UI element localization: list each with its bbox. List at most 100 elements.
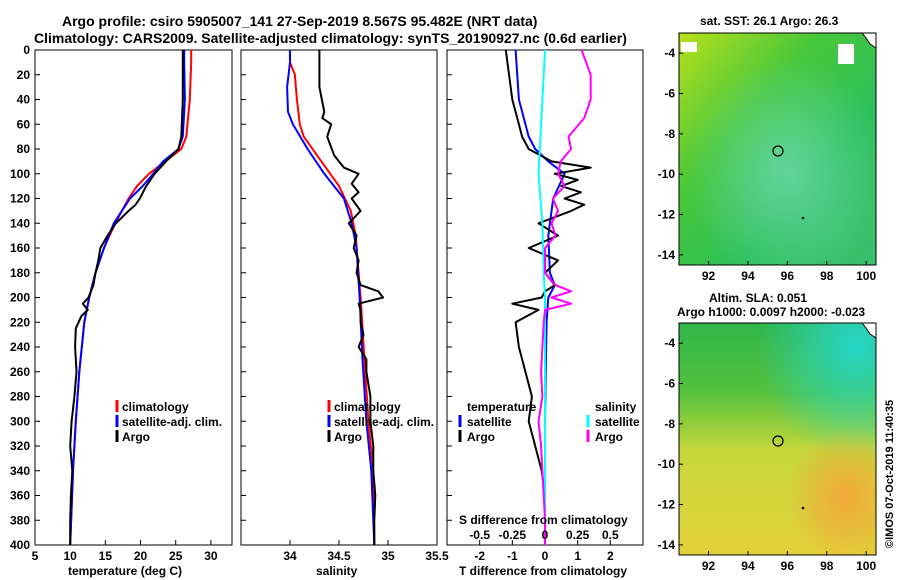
sla-map-frame	[678, 322, 877, 556]
map-x-tick-label: 100	[856, 269, 876, 283]
x-tick-label: 2	[607, 549, 614, 563]
map-x-tick-label: 92	[702, 269, 716, 283]
map-x-tick-label: 94	[741, 269, 755, 283]
map-x-tick-label: 92	[702, 559, 716, 573]
map-y-tick-label: -10	[658, 457, 676, 471]
title-line-2: Climatology: CARS2009. Satellite-adjuste…	[34, 30, 627, 46]
argo-position-marker	[772, 145, 784, 157]
depth-tick-label: 0	[23, 43, 30, 57]
legend-label-climatology: climatology	[334, 400, 401, 414]
depth-tick-label: 200	[10, 291, 30, 305]
x-tick-label: 34.5	[327, 549, 351, 563]
map-y-tick-label: -6	[664, 87, 675, 101]
x-tick-label: 25	[169, 549, 183, 563]
sla-map-title-2: Argo h1000: 0.0097 h2000: -0.023	[677, 305, 865, 319]
depth-tick-label: 160	[10, 241, 30, 255]
x-tick-label: 5	[32, 549, 39, 563]
depth-tick-label: 380	[10, 513, 30, 527]
depth-tick-label: 400	[10, 538, 30, 552]
depth-tick-label: 180	[10, 266, 30, 280]
x-tick-label: 20	[134, 549, 148, 563]
s-diff-tick-label: -0.25	[499, 528, 527, 542]
depth-tick-label: 140	[10, 216, 30, 230]
depth-tick-label: 320	[10, 439, 30, 453]
legend-label-sal-satellite: satellite	[595, 415, 640, 429]
temperature-series	[69, 50, 193, 545]
depth-tick-label: 360	[10, 489, 30, 503]
depth-tick-label: 260	[10, 365, 30, 379]
map-x-tick-label: 98	[820, 269, 834, 283]
map-x-tick-label: 94	[741, 559, 755, 573]
depth-axis-ticks	[35, 49, 452, 546]
x-tick-label: 35	[381, 549, 395, 563]
legend-label-sal-argo: Argo	[595, 430, 623, 444]
difference-legend: temperature satellite Argo salinity sate…	[458, 400, 640, 444]
sla-map-warm-anomaly	[679, 323, 876, 555]
series-line-salinity-satellite	[537, 50, 546, 545]
legend-label-temp-satellite: satellite	[467, 415, 512, 429]
legend-label-temp-argo: Argo	[467, 430, 495, 444]
map-y-tick-label: -6	[664, 377, 675, 391]
title-line-1: Argo profile: csiro 5905007_141 27-Sep-2…	[62, 13, 537, 29]
depth-tick-label: 100	[10, 167, 30, 181]
s-diff-tick-label: 0	[542, 528, 549, 542]
sst-map-ticks: 92 94 96 98 100 -4 -6 -8 -10 -12 -14	[658, 46, 877, 283]
sst-missing-patch	[681, 42, 697, 52]
difference-x-label: T difference from climatology	[459, 564, 627, 578]
legend-label-climatology: climatology	[122, 400, 189, 414]
salinity-legend: climatology satellite-adj. clim. Argo	[327, 400, 434, 444]
s-diff-tick-label: -0.5	[469, 528, 490, 542]
temperature-panel-frame	[34, 49, 233, 546]
depth-tick-label: 280	[10, 390, 30, 404]
map-x-tick-label: 96	[781, 559, 795, 573]
legend-label-satellite: satellite-adj. clim.	[122, 415, 222, 429]
map-y-tick-label: -4	[664, 46, 675, 60]
series-line-satellite-adj-clim-	[69, 50, 186, 545]
temperature-x-ticks: 5 10 15 20 25 30	[32, 540, 218, 563]
map-y-tick-label: -8	[664, 127, 675, 141]
map-y-tick-label: -14	[658, 538, 676, 552]
s-difference-ticks: -0.5 -0.25 0 0.25 0.5	[469, 528, 619, 542]
s-difference-label: S difference from climatology	[459, 513, 628, 527]
depth-tick-label: 80	[17, 142, 31, 156]
legend-label-satellite: satellite-adj. clim.	[334, 415, 434, 429]
legend-title-temperature: temperature	[467, 400, 537, 414]
sla-map-ticks: 92 94 96 98 100 -4 -6 -8 -10 -12 -14	[658, 336, 877, 573]
x-tick-label: 10	[63, 549, 77, 563]
series-line-argo	[69, 50, 184, 545]
x-tick-label: 15	[99, 549, 113, 563]
x-tick-label: 1	[574, 549, 581, 563]
island-dot	[801, 216, 805, 220]
map-y-tick-label: -8	[664, 417, 675, 431]
series-line-salinity-argo	[537, 50, 592, 545]
salinity-x-ticks: 34 34.5 35 35.5	[283, 540, 449, 563]
s-diff-tick-label: 0.25	[566, 528, 590, 542]
s-diff-tick-label: 0.5	[602, 528, 619, 542]
sla-map: 92 94 96 98 100 -4 -6 -8 -10 -12 -14	[658, 322, 877, 573]
depth-tick-label: 40	[17, 93, 31, 107]
depth-axis-labels: 0 20 40 60 80 100 120 140 160 180 200 220 240 260 280 3…	[10, 43, 30, 552]
map-y-tick-label: -14	[658, 248, 676, 262]
copyright-stamp: ©IMOS 07-Oct-2019 11:40:35	[884, 400, 896, 548]
difference-x-ticks: -2 -1 0 1 2	[474, 540, 614, 563]
sst-map-frame	[678, 32, 877, 266]
argo-position-marker	[772, 435, 784, 447]
x-tick-label: 35.5	[425, 549, 449, 563]
sst-map-shading	[679, 33, 876, 265]
x-tick-label: -2	[474, 549, 485, 563]
series-line-argo	[318, 50, 385, 545]
depth-tick-label: 60	[17, 117, 31, 131]
depth-tick-label: 20	[17, 68, 31, 82]
map-x-tick-label: 100	[856, 559, 876, 573]
x-tick-label: -1	[507, 549, 518, 563]
legend-title-salinity: salinity	[595, 400, 637, 414]
map-y-tick-label: -4	[664, 336, 675, 350]
salinity-x-label: salinity	[316, 564, 358, 578]
temperature-x-label: temperature (deg C)	[68, 564, 182, 578]
depth-tick-label: 240	[10, 340, 30, 354]
legend-label-argo: Argo	[334, 430, 362, 444]
depth-tick-label: 220	[10, 315, 30, 329]
map-y-tick-label: -12	[658, 208, 676, 222]
legend-label-argo: Argo	[122, 430, 150, 444]
